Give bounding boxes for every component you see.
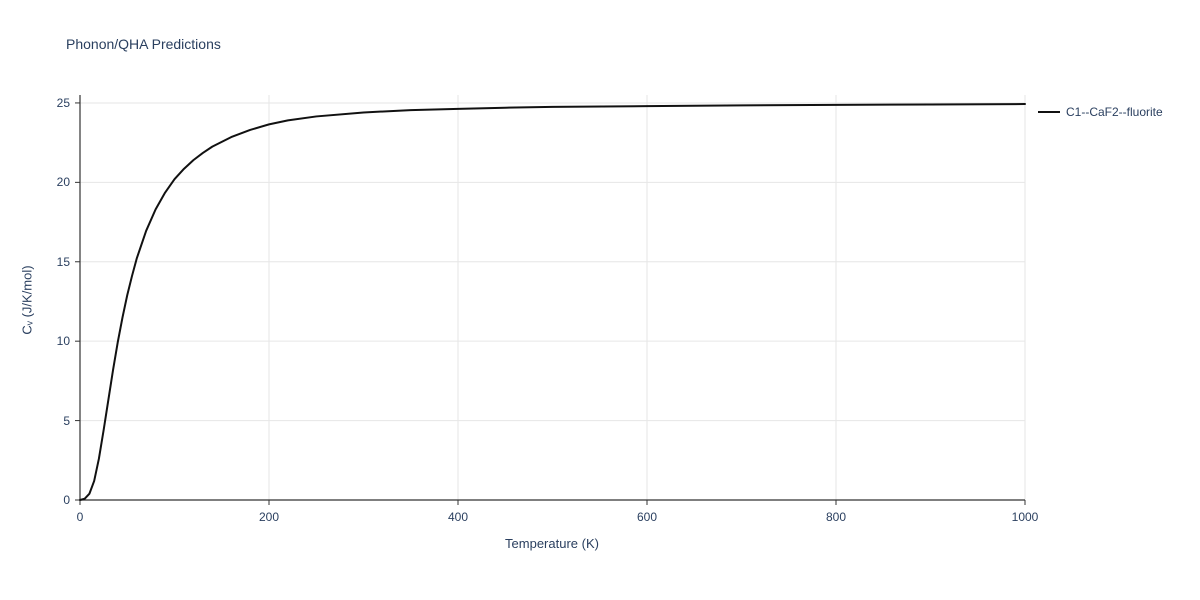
- x-tick-label: 400: [448, 510, 468, 524]
- y-axis-label: Cᵥ (J/K/mol): [20, 265, 35, 334]
- legend-line-icon: [1038, 111, 1060, 113]
- plot-area: [80, 95, 1025, 500]
- legend-label: C1--CaF2--fluorite: [1066, 105, 1163, 119]
- x-tick-label: 0: [77, 510, 84, 524]
- x-tick-label: 200: [259, 510, 279, 524]
- y-tick-label: 25: [30, 96, 70, 110]
- chart-svg: [80, 95, 1025, 500]
- y-tick-label: 20: [30, 175, 70, 189]
- y-tick-label: 15: [30, 255, 70, 269]
- chart-title: Phonon/QHA Predictions: [66, 36, 221, 52]
- x-tick-label: 1000: [1012, 510, 1039, 524]
- x-tick-label: 800: [826, 510, 846, 524]
- y-tick-label: 0: [30, 493, 70, 507]
- legend-item[interactable]: C1--CaF2--fluorite: [1038, 105, 1163, 119]
- x-tick-label: 600: [637, 510, 657, 524]
- x-axis-label: Temperature (K): [505, 536, 599, 551]
- y-tick-label: 5: [30, 414, 70, 428]
- y-tick-label: 10: [30, 334, 70, 348]
